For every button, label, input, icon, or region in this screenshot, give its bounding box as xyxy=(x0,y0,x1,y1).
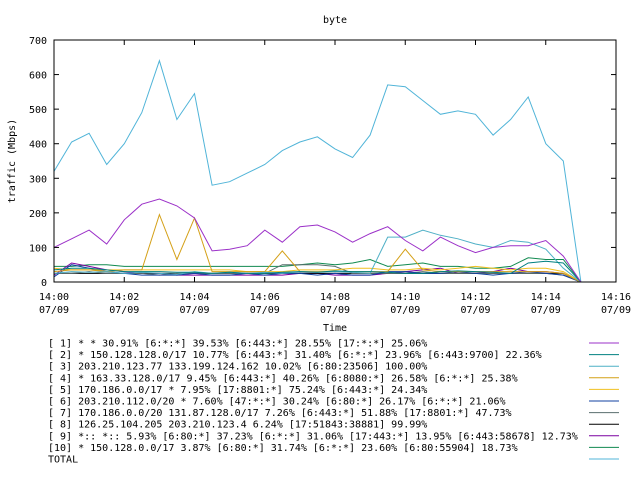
x-tick-time-label: 14:08 xyxy=(320,292,350,303)
legend-label-8: [ 8] 126.25.104.205 203.210.123.4 6.24% … xyxy=(48,420,427,431)
x-tick-date-label: 07/09 xyxy=(390,305,420,316)
x-tick-date-label: 07/09 xyxy=(250,305,280,316)
series-line-1 xyxy=(53,198,582,283)
x-tick-time-label: 14:00 xyxy=(39,292,69,303)
x-tick-date-label: 07/09 xyxy=(601,305,631,316)
y-tick-label: 100 xyxy=(29,243,47,254)
legend-label-11: TOTAL xyxy=(48,455,78,466)
x-tick-time-label: 14:14 xyxy=(531,292,561,303)
x-tick-date-label: 07/09 xyxy=(531,305,561,316)
legend-label-9: [ 9] *:: *:: 5.93% [6:80:*] 37.23% [6:*:… xyxy=(48,431,578,442)
series-line-7 xyxy=(54,264,582,283)
x-tick-time-label: 14:12 xyxy=(460,292,490,303)
y-tick-label: 300 xyxy=(29,174,47,185)
series-line-2 xyxy=(53,260,582,283)
y-tick-label: 400 xyxy=(29,140,47,151)
x-axis-label: Time xyxy=(323,323,347,334)
y-tick-label: 200 xyxy=(29,209,47,220)
legend-label-3: [ 3] 203.210.123.77 133.199.124.162 10.0… xyxy=(48,362,427,373)
y-tick-label: 0 xyxy=(41,278,47,289)
legend-label-2: [ 2] * 150.128.128.0/17 10.77% [6:443:*]… xyxy=(48,350,542,361)
series-layer xyxy=(53,59,582,283)
x-tick-date-label: 07/09 xyxy=(109,305,139,316)
series-line-11 xyxy=(53,59,582,283)
legend-label-4: [ 4] * 163.33.128.0/17 9.45% [6:443:*] 4… xyxy=(48,373,518,384)
x-tick-date-label: 07/09 xyxy=(460,305,490,316)
y-tick-label: 700 xyxy=(29,36,47,47)
x-tick-date-label: 07/09 xyxy=(320,305,350,316)
series-line-4 xyxy=(53,213,582,283)
x-tick-time-label: 14:02 xyxy=(109,292,139,303)
x-tick-time-label: 14:10 xyxy=(390,292,420,303)
series-line-6 xyxy=(53,264,582,283)
legend-label-1: [ 1] * * 30.91% [6:*:*] 39.53% [6:443:*]… xyxy=(48,339,427,350)
y-tick-label: 500 xyxy=(29,105,47,116)
ticks-layer: 0 100 200 300 400 500 600 700 14:00 07/09 14:02 07/… xyxy=(29,36,631,316)
x-tick-date-label: 07/09 xyxy=(39,305,69,316)
legend-label-7: [ 7] 170.186.0.0/20 131.87.128.0/17 7.26… xyxy=(48,408,512,419)
chart-title: byte xyxy=(323,15,347,26)
x-tick-date-label: 07/09 xyxy=(179,305,209,316)
legend: [ 1] * * 30.91% [6:*:*] 39.53% [6:443:*]… xyxy=(48,339,619,466)
legend-label-5: [ 5] 170.186.0.0/17 * 7.95% [17:8801:*] … xyxy=(48,385,427,396)
x-tick-time-label: 14:04 xyxy=(179,292,209,303)
y-tick-label: 600 xyxy=(29,71,47,82)
legend-label-6: [ 6] 203.210.112.0/20 * 7.60% [47:*:*] 3… xyxy=(48,397,506,408)
x-tick-time-label: 14:06 xyxy=(250,292,280,303)
y-axis-label: traffic (Mbps) xyxy=(7,119,18,203)
x-tick-time-label: 14:16 xyxy=(601,292,631,303)
legend-label-10: [10] * 150.128.0.0/17 3.87% [6:80:*] 31.… xyxy=(48,443,518,454)
